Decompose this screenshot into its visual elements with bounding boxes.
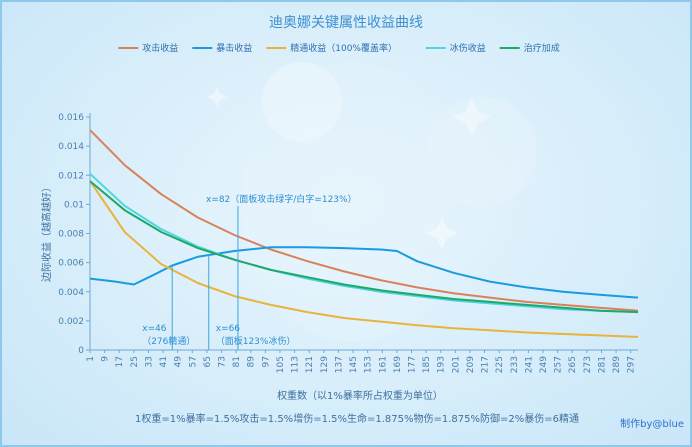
x-tick-label: 73 (218, 356, 228, 367)
y-tick-label: 0.01 (64, 200, 84, 210)
x-tick-label: 121 (305, 356, 315, 373)
y-tick-label: 0.014 (58, 142, 84, 152)
series-line (89, 180, 639, 338)
x-tick-label: 137 (334, 356, 344, 373)
x-tick-label: 1 (86, 356, 96, 362)
y-tick-label: 0.008 (58, 230, 84, 240)
series-layer (89, 129, 639, 338)
x-tick-label: 201 (451, 356, 461, 373)
x-tick-label: 65 (203, 356, 213, 367)
annotation-label: （276精通） (142, 335, 195, 347)
x-tick-label: 257 (554, 356, 564, 373)
y-tick-label: 0 (78, 346, 84, 356)
y-tick-label: 0.016 (58, 113, 84, 123)
legend: 攻击收益 暴击收益 精通收益（100%覆盖率） 冰伤收益 治疗加成 (118, 42, 560, 54)
x-tick-label: 25 (130, 356, 140, 367)
x-tick-label: 129 (320, 356, 330, 373)
series-line (89, 180, 639, 314)
y-tick-label: 0.002 (58, 317, 84, 327)
x-tick-label: 177 (407, 356, 417, 373)
x-tick-label: 89 (247, 356, 257, 368)
x-tick-label: 57 (188, 356, 198, 367)
x-tick-label: 17 (115, 356, 125, 367)
x-tick-label: 169 (393, 356, 403, 373)
annotation-label: x=82（面板攻击绿字/白字=123%） (206, 193, 357, 205)
legend-label: 精通收益（100%覆盖率） (290, 42, 397, 54)
x-tick-label: 265 (568, 356, 578, 373)
x-tick-label: 161 (378, 356, 388, 373)
x-tick-label: 241 (524, 356, 534, 373)
x-tick-label: 217 (481, 356, 491, 373)
x-tick-label: 97 (261, 356, 271, 367)
series-line (89, 129, 639, 312)
legend-label: 暴击收益 (216, 42, 252, 54)
x-tick-label: 49 (174, 356, 184, 368)
legend-label: 冰伤收益 (450, 42, 486, 54)
y-tick-label: 0.004 (58, 288, 84, 298)
x-tick-label: 153 (364, 356, 374, 373)
annotation-label: x=46 (142, 324, 167, 334)
x-tick-label: 249 (539, 356, 549, 373)
legend-label: 治疗加成 (524, 42, 560, 54)
x-tick-label: 113 (291, 356, 301, 373)
y-axis-title: 边际收益（越高越好） (40, 182, 53, 282)
x-tick-label: 225 (495, 356, 505, 373)
annotation-label: （面板123%冰伤） (216, 335, 296, 347)
x-axis: 1 9 17 25 33 41 49 57 65 73 81 89 97 105 113 121 129 137 1… (86, 349, 638, 373)
x-tick-label: 33 (144, 356, 154, 367)
x-tick-label: 145 (349, 356, 359, 373)
y-tick-label: 0.006 (58, 259, 84, 269)
x-tick-label: 9 (101, 356, 111, 362)
y-tick-label: 0.012 (58, 171, 84, 181)
x-tick-label: 41 (159, 356, 169, 367)
x-axis-title: 权重数（以1%暴率所占权重为单位） (277, 389, 443, 402)
x-tick-label: 81 (232, 356, 242, 367)
background-art (207, 62, 537, 342)
x-tick-label: 281 (597, 356, 607, 373)
series-line (89, 173, 639, 314)
y-axis: 0 0.002 0.004 0.006 0.008 0.01 0.012 0.014 0.016 (58, 113, 91, 356)
x-tick-label: 233 (510, 356, 520, 373)
x-tick-label: 289 (612, 356, 622, 373)
series-line (89, 246, 639, 299)
x-tick-label: 297 (627, 356, 637, 373)
annotation-layer: x=82（面板攻击绿字/白字=123%） x=46（276精通） x=66（面板12… (142, 193, 357, 350)
annotation-label: x=66 (216, 324, 241, 334)
x-tick-label: 105 (276, 356, 286, 373)
author-credit: 制作by@blue (620, 417, 684, 430)
x-tick-label: 193 (437, 356, 447, 373)
x-tick-label: 185 (422, 356, 432, 373)
x-tick-label: 273 (583, 356, 593, 373)
chart-title: 迪奥娜关键属性收益曲线 (269, 14, 423, 31)
legend-label: 攻击收益 (142, 42, 178, 54)
weight-formula: 1权重=1%暴率=1.5%攻击=1.5%增伤=1.5%生命=1.875%物伤=1… (135, 412, 579, 425)
x-tick-label: 209 (466, 356, 476, 373)
